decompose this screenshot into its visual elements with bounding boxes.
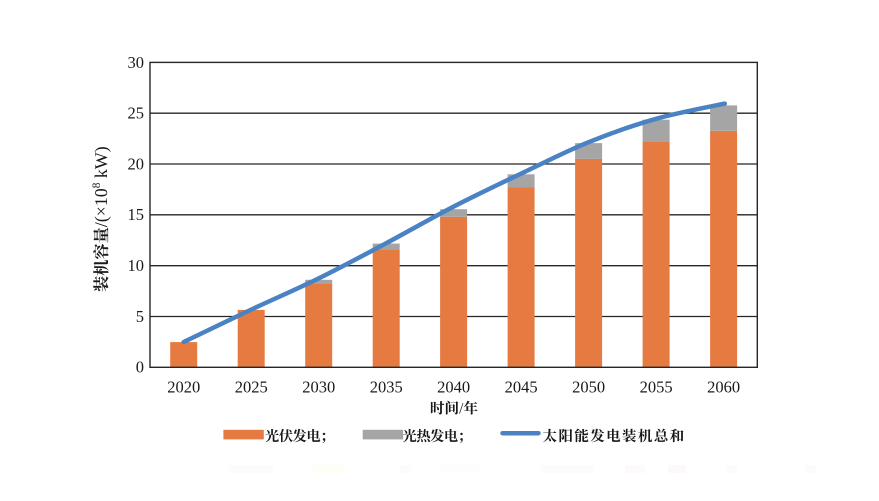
svg-text:2060: 2060 — [707, 378, 740, 397]
svg-text:20: 20 — [128, 154, 145, 173]
svg-text:2040: 2040 — [437, 378, 470, 397]
svg-text:30: 30 — [128, 53, 145, 72]
svg-text:2025: 2025 — [235, 378, 268, 397]
svg-text:5: 5 — [136, 307, 144, 326]
svg-text:2050: 2050 — [572, 378, 605, 397]
svg-text:2035: 2035 — [370, 378, 403, 397]
svg-text:2030: 2030 — [302, 378, 335, 397]
svg-text:2020: 2020 — [167, 378, 200, 397]
svg-text:10: 10 — [128, 256, 145, 275]
svg-text:2045: 2045 — [505, 378, 538, 397]
svg-text:2055: 2055 — [640, 378, 673, 397]
svg-text:25: 25 — [128, 104, 145, 123]
svg-text:0: 0 — [136, 358, 144, 377]
svg-text:15: 15 — [128, 205, 145, 224]
